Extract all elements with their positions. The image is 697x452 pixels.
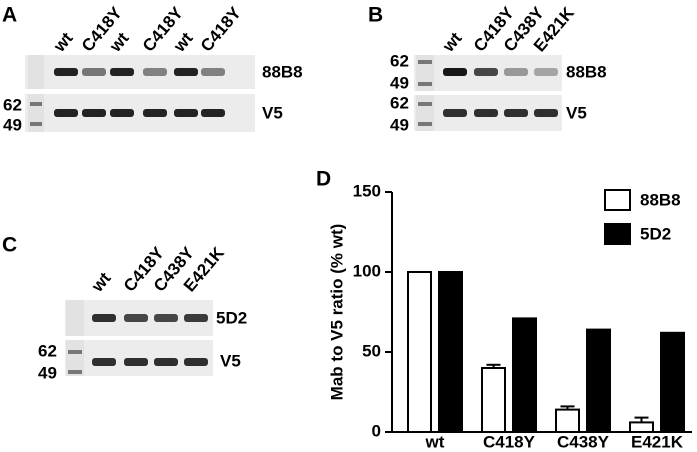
bar	[555, 408, 580, 434]
marker-band	[68, 350, 82, 354]
marker-band	[30, 122, 42, 126]
blot-band	[174, 68, 198, 76]
band-label: 5D2	[216, 308, 247, 327]
marker-label: 62	[390, 93, 409, 112]
band-label: V5	[220, 351, 241, 370]
blot-band	[504, 109, 528, 117]
blot-band	[92, 314, 116, 322]
blot-band	[143, 68, 167, 76]
marker-label: 49	[38, 363, 57, 382]
panel-label: B	[368, 4, 383, 27]
marker-label: 62	[390, 51, 409, 70]
legend-swatch	[604, 223, 631, 245]
y-axis-title: Mab to V5 ratio (% wt)	[327, 224, 346, 401]
blot-band	[154, 358, 178, 366]
blot-band	[143, 109, 167, 117]
marker-band	[418, 122, 432, 126]
legend-label: 88B8	[640, 190, 681, 209]
marker-label: 62	[3, 95, 22, 114]
band-label: V5	[262, 103, 283, 122]
marker-label: 62	[38, 341, 57, 360]
blot-band	[174, 109, 198, 117]
y-tick-label: 0	[372, 421, 381, 440]
legend-label: 5D2	[640, 224, 671, 243]
y-tick-label: 150	[353, 181, 381, 200]
marker-lane	[28, 55, 44, 89]
bar	[512, 317, 537, 433]
lane-label: wt	[169, 29, 197, 57]
y-tick-label: 100	[353, 261, 381, 280]
marker-band	[418, 102, 432, 106]
y-tick-label: 50	[362, 341, 381, 360]
legend-swatch	[604, 189, 631, 211]
marker-label: 49	[390, 115, 409, 134]
bar	[629, 421, 654, 433]
marker-band	[418, 82, 432, 86]
blot-band	[54, 109, 78, 117]
marker-lane	[66, 300, 84, 336]
marker-lane	[28, 94, 44, 132]
panel-label: A	[2, 4, 17, 27]
lane-label: wt	[87, 269, 115, 297]
lane-label: wt	[438, 29, 466, 57]
bar	[438, 271, 463, 433]
blot-band	[92, 358, 116, 366]
band-label: 88B8	[566, 62, 607, 81]
marker-label: 49	[390, 73, 409, 92]
bar	[407, 271, 432, 433]
blot-band	[124, 314, 148, 322]
blot-band	[534, 109, 558, 117]
marker-lane	[66, 340, 84, 376]
blot-band	[82, 109, 106, 117]
blot-band	[154, 314, 178, 322]
blot-band	[504, 68, 528, 76]
blot-band	[184, 314, 208, 322]
marker-band	[418, 60, 432, 64]
blot-band	[54, 68, 78, 76]
blot-band	[474, 109, 498, 117]
band-label: 88B8	[262, 62, 303, 81]
blot-band	[184, 358, 208, 366]
blot-band	[124, 358, 148, 366]
blot-band	[474, 68, 498, 76]
bar	[481, 367, 506, 433]
blot-band	[443, 109, 467, 117]
x-tick-label: E421K	[631, 432, 684, 451]
lane-label: C418Y	[197, 3, 245, 56]
blot-band	[201, 68, 225, 76]
bar	[660, 331, 685, 433]
blot-band	[110, 68, 134, 76]
blot-band	[82, 68, 106, 76]
x-tick-label: wt	[425, 432, 445, 451]
blot-band	[534, 68, 558, 76]
blot-band	[443, 68, 467, 76]
x-tick-label: C418Y	[483, 432, 536, 451]
band-label: V5	[566, 103, 587, 122]
blot-band	[201, 109, 225, 117]
x-tick-label: C438Y	[557, 432, 610, 451]
marker-label: 49	[3, 115, 22, 134]
lane-label: wt	[49, 29, 77, 57]
bar	[586, 328, 611, 434]
marker-band	[30, 102, 42, 106]
panel-label: C	[2, 234, 17, 257]
panel-label: D	[316, 168, 331, 191]
marker-band	[68, 370, 82, 374]
blot-band	[110, 109, 134, 117]
